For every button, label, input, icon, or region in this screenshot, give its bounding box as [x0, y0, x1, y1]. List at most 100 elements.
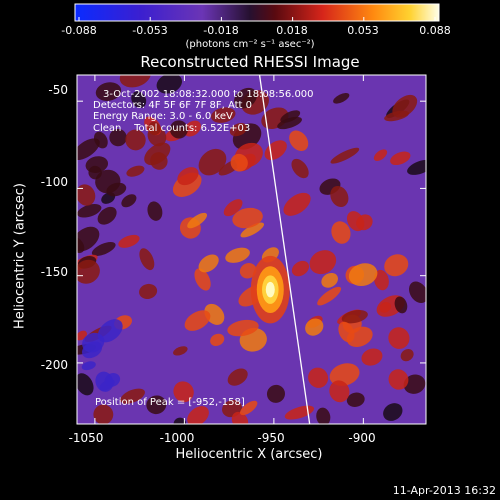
emission-blob [194, 268, 211, 291]
emission-blob [156, 75, 183, 94]
emission-blob [373, 269, 389, 291]
emission-blob [106, 182, 127, 197]
emission-blob [305, 318, 324, 336]
emission-blob [341, 310, 368, 324]
emission-blob [225, 247, 250, 263]
emission-blob [240, 222, 265, 238]
emission-blob [146, 395, 167, 415]
emission-blob [394, 296, 408, 314]
emission-blob [104, 373, 121, 387]
emission-blob [407, 159, 426, 175]
image-title: Reconstructed RHESSI Image [140, 53, 360, 71]
emission-blob [126, 165, 145, 177]
emission-blob [329, 363, 360, 386]
emission-blob [223, 199, 243, 217]
emission-blob [125, 129, 146, 151]
emission-blob [232, 207, 263, 229]
emission-blob [211, 107, 236, 123]
emission-blob [198, 254, 219, 273]
colorbar-tick-label: -0.018 [203, 24, 239, 37]
detectors-text: Detectors: 4F 5F 6F 7F 8F, Att 0 [93, 100, 253, 111]
reconstructed-image [77, 75, 426, 424]
x-tick-label: -950 [257, 431, 285, 445]
peak-position-text: Position of Peak = [-952,-158] [95, 397, 245, 408]
emission-blob [338, 321, 355, 343]
emission-blob [388, 327, 410, 349]
emission-blob [331, 221, 351, 244]
emission-blob [373, 149, 388, 162]
emission-blob [321, 272, 338, 288]
emission-blob [187, 212, 208, 229]
y-tick-label: -50 [48, 83, 68, 97]
plot-frame [76, 74, 427, 425]
emission-blob [139, 283, 158, 299]
emission-blob [95, 82, 122, 101]
emission-blob [229, 123, 248, 137]
y-tick-label: -200 [40, 358, 68, 372]
emission-blob [184, 310, 211, 331]
emission-blob [383, 403, 403, 421]
emission-blob [198, 148, 227, 176]
emission-blob [173, 346, 188, 356]
emission-blob [183, 120, 201, 137]
emission-blob [77, 184, 96, 206]
emission-blob [346, 392, 365, 407]
emission-blob [139, 248, 155, 271]
colorbar-tick-label: -0.088 [61, 24, 97, 37]
emission-blob [330, 185, 349, 208]
emission-blob [379, 302, 392, 313]
emission-blob [283, 192, 311, 216]
energy-range-text: Energy Range: 3.0 - 6.0 keV [93, 111, 233, 122]
emission-blob [392, 94, 418, 118]
emission-blob [234, 87, 258, 109]
emission-blob [91, 242, 116, 256]
emission-blob [97, 319, 123, 343]
emission-blob [240, 400, 258, 416]
emission-blob [77, 138, 100, 161]
peak-emission [265, 281, 275, 298]
solar-limb-line [258, 75, 311, 424]
emission-blob [85, 156, 109, 173]
emission-blob [329, 380, 350, 403]
emission-blob [77, 330, 87, 341]
colorbar-tick-label: -0.053 [132, 24, 168, 37]
emission-blob [317, 286, 342, 306]
emission-blob [169, 120, 188, 139]
emission-blob [77, 226, 100, 252]
emission-blob [82, 332, 105, 353]
emission-blob [77, 373, 94, 396]
emission-blob [230, 153, 248, 172]
emission-blob [291, 158, 309, 179]
emission-blob [120, 388, 145, 404]
emission-blob [147, 201, 163, 221]
x-tick-label: -1000 [159, 431, 195, 445]
colorbar [74, 3, 440, 22]
y-axis-label: Heliocentric Y (arcsec) [12, 183, 28, 329]
emission-blob [210, 333, 225, 346]
emission-blob [309, 250, 337, 275]
emission-blob [400, 348, 414, 362]
emission-blob [227, 368, 248, 386]
emission-blob [231, 411, 249, 424]
emission-blob [308, 367, 329, 388]
emission-blob [316, 407, 331, 424]
emission-blob [403, 374, 426, 394]
emission-blob [284, 405, 315, 420]
emission-blob [187, 406, 209, 424]
emission-blob [173, 381, 194, 403]
emission-blob [330, 147, 360, 164]
emission-blob [119, 75, 151, 88]
emission-blob [390, 151, 411, 166]
emission-blob [81, 361, 96, 371]
emission-blob [77, 203, 102, 218]
colorbar-tick-label: 0.018 [276, 24, 308, 37]
time-range-text: 3-Oct-2002 18:08:32.000 to 18:08:56.000 [103, 89, 314, 100]
timestamp: 11-Apr-2013 16:32 [392, 484, 496, 497]
emission-blob [409, 281, 426, 304]
emission-blob [77, 259, 100, 284]
colorbar-unit-label: (photons cm⁻² s⁻¹ asec⁻²) [185, 39, 315, 50]
emission-blob [121, 194, 137, 208]
emission-blob [384, 254, 409, 277]
emission-blob [177, 167, 199, 186]
emission-blob [356, 214, 373, 231]
